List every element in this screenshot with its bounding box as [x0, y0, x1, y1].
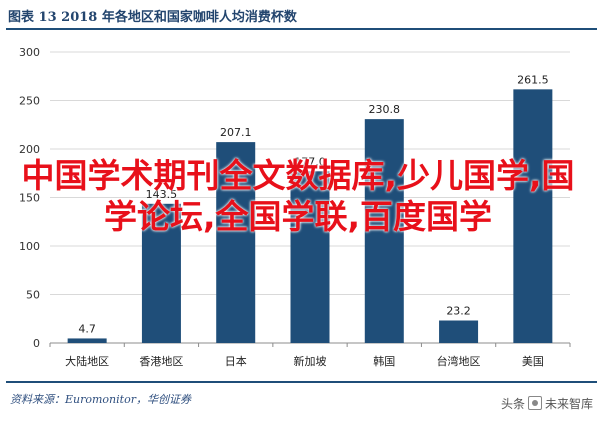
x-tick-label: 大陆地区 — [65, 354, 109, 368]
data-label: 4.7 — [78, 322, 96, 335]
watermark-overlay: 中国学术期刊全文数据库,少儿国学,国学论坛,全国学联,百度国学 — [21, 156, 575, 236]
bar-chart: 0 50 100 150 200 250 300 4.7 大陆地区 143.5 香港地区 207.1 日… — [19, 46, 571, 368]
bar — [216, 142, 256, 343]
credit-suffix: 未来智库 — [544, 397, 593, 411]
y-tick-label: 100 — [19, 240, 40, 253]
data-label: 143.5 — [146, 188, 178, 201]
figure-header: 图表 13 2018 年各地区和国家咖啡人均消费杯数 — [0, 0, 603, 28]
data-label: 207.1 — [220, 126, 252, 139]
bar — [513, 89, 553, 343]
top-rule — [6, 28, 597, 30]
y-tick-label: 200 — [19, 143, 40, 156]
bar — [141, 203, 181, 343]
bar — [439, 320, 479, 343]
data-label: 261.5 — [517, 73, 549, 86]
credit: 头条 未来智库 — [501, 395, 593, 412]
figure-title: 图表 13 2018 年各地区和国家咖啡人均消费杯数 — [8, 10, 297, 25]
x-tick-label: 香港地区 — [139, 355, 183, 368]
x-tick-label: 美国 — [522, 355, 544, 368]
x-tick-label: 台湾地区 — [437, 354, 481, 368]
x-tick-label: 新加坡 — [294, 354, 327, 368]
y-tick-label: 150 — [19, 192, 40, 205]
x-tick-label: 日本 — [225, 354, 247, 368]
data-label: 177.0 — [294, 155, 326, 168]
source-note: 资料来源：Euromonitor，华创证券 — [10, 393, 191, 406]
bar — [67, 338, 107, 343]
y-tick-label: 0 — [33, 337, 40, 350]
bar — [290, 171, 330, 343]
data-label: 23.2 — [446, 304, 471, 317]
data-label: 230.8 — [369, 103, 401, 116]
y-tick-label: 50 — [26, 289, 40, 302]
bar — [364, 119, 404, 344]
platform-logo-icon — [527, 396, 542, 410]
y-tick-label: 250 — [19, 95, 40, 108]
credit-prefix: 头条 — [500, 397, 525, 411]
x-tick-label: 韩国 — [373, 354, 395, 368]
bottom-rule — [6, 381, 597, 383]
y-tick-label: 300 — [19, 46, 40, 59]
